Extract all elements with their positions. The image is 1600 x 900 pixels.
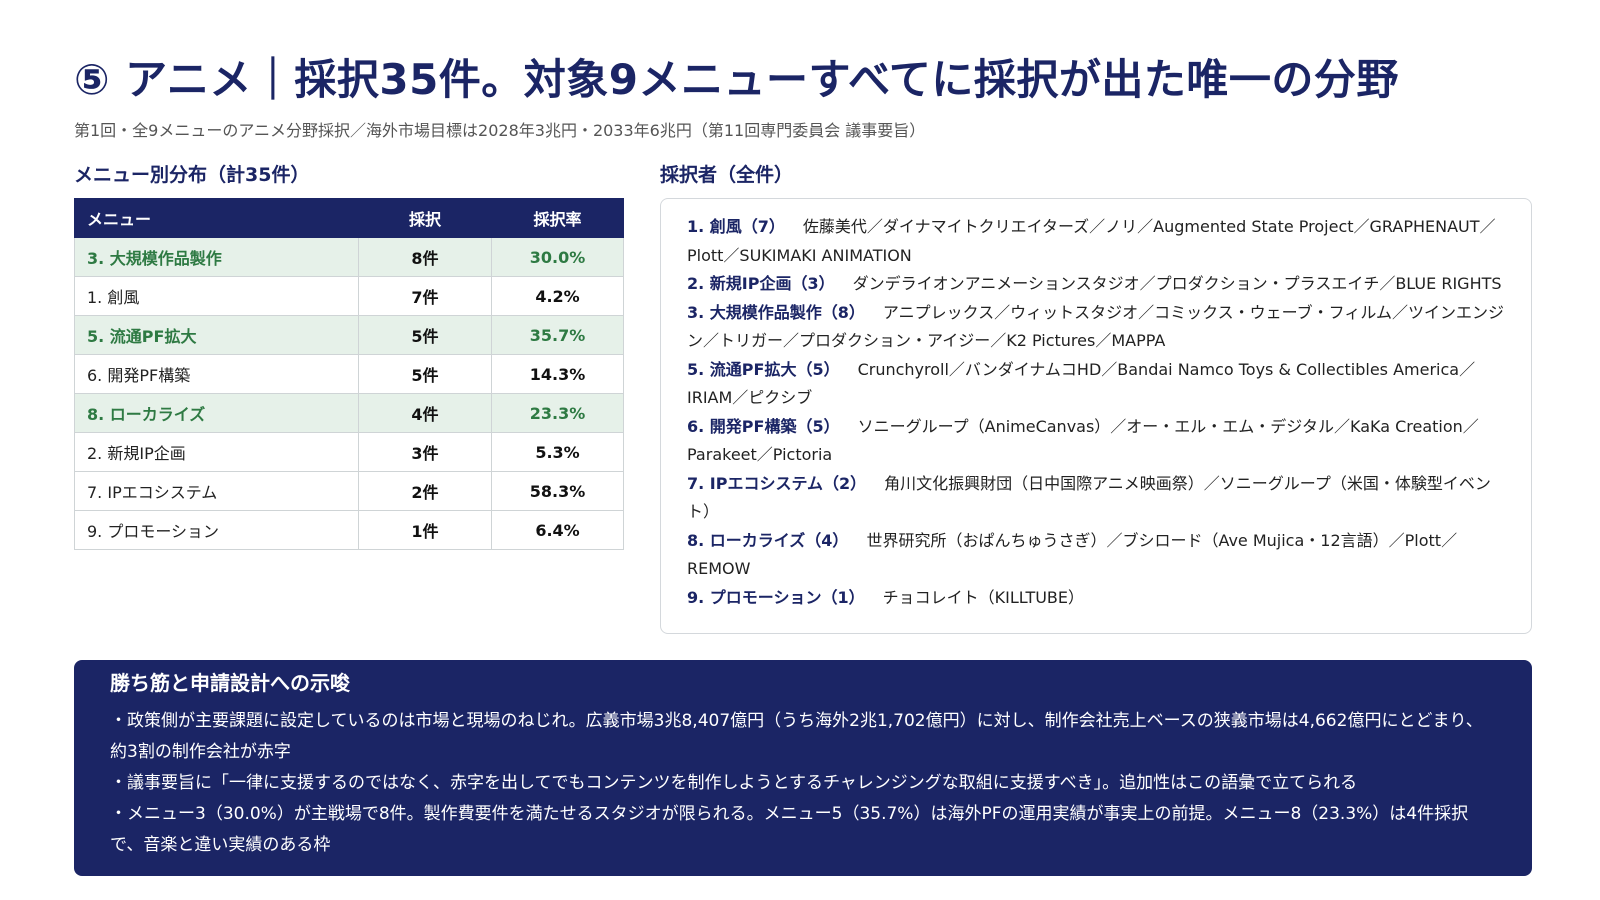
adopter-item: 7. IPエコシステム（2） 角川文化振興財団（日中国際アニメ映画祭）／ソニーグル… [687, 470, 1507, 527]
adopters-heading: 採択者（全件） [660, 164, 794, 186]
rate-cell: 4.2% [491, 276, 624, 316]
adopter-item: 8. ローカライズ（4） 世界研究所（おぱんちゅうさぎ）／ブシロード（Ave Mu… [687, 527, 1507, 584]
adopter-menu-label: 3. 大規模作品製作（8） [687, 302, 865, 322]
adopter-names: 角川文化振興財団（日中国際アニメ映画祭）／ソニーグループ（米国・体験型イベント） [687, 473, 1491, 522]
adopter-item: 3. 大規模作品製作（8） アニプレックス／ウィットスタジオ／コミックス・ウェーブ… [687, 299, 1507, 356]
adopter-item: 5. 流通PF拡大（5） Crunchyroll／バンダイナムコHD／Bandai… [687, 356, 1507, 413]
count-cell: 5件 [358, 315, 492, 355]
adopter-menu-label: 9. プロモーション（1） [687, 587, 865, 607]
rate-cell: 5.3% [491, 432, 624, 472]
count-cell: 7件 [358, 276, 492, 316]
adopter-item: 9. プロモーション（1） チョコレイト（KILLTUBE） [687, 584, 1507, 613]
table-row: 9. プロモーション 1件 6.4% [74, 510, 624, 550]
adopter-item: 2. 新規IP企画（3） ダンデライオンアニメーションスタジオ／プロダクション・プ… [687, 270, 1507, 299]
adopter-names: 佐藤美代／ダイナマイトクリエイターズ／ノリ／Augmented State Pr… [687, 217, 1496, 265]
table-row: 6. 開発PF構築 5件 14.3% [74, 354, 624, 394]
insight-heading: 勝ち筋と申請設計への示唆 [110, 671, 350, 695]
adopter-item: 6. 開発PF構築（5） ソニーグループ（AnimeCanvas）／オー・エル・エ… [687, 413, 1507, 470]
menu-cell: 9. プロモーション [74, 510, 359, 550]
adopter-item: 1. 創風（7） 佐藤美代／ダイナマイトクリエイターズ／ノリ／Augmented … [687, 213, 1507, 270]
count-cell: 2件 [358, 471, 492, 511]
adopter-menu-label: 2. 新規IP企画（3） [687, 274, 835, 293]
rate-cell: 23.3% [491, 393, 624, 433]
rate-cell: 58.3% [491, 471, 624, 511]
menu-cell: 7. IPエコシステム [74, 471, 359, 511]
adopter-menu-label: 1. 創風（7） [687, 217, 785, 236]
adopter-names: Crunchyroll／バンダイナムコHD／Bandai Namco Toys … [687, 359, 1476, 408]
page-subtitle: 第1回・全9メニューのアニメ分野採択／海外市場目標は2028年3兆円・2033年… [74, 121, 926, 140]
insight-point: ・政策側が主要課題に設定しているのは市場と現場のねじれ。広義市場3兆8,407億… [110, 711, 1483, 762]
count-cell: 5件 [358, 354, 492, 394]
rate-cell: 35.7% [491, 315, 624, 355]
count-cell: 8件 [358, 237, 492, 277]
menu-cell: 3. 大規模作品製作 [74, 237, 359, 277]
rate-cell: 14.3% [491, 354, 624, 394]
adopter-names: 世界研究所（おぱんちゅうさぎ）／ブシロード（Ave Mujica・12言語）／P… [687, 530, 1458, 579]
table-row: 8. ローカライズ 4件 23.3% [74, 393, 624, 433]
adopter-menu-label: 7. IPエコシステム（2） [687, 473, 867, 493]
table-row: 5. 流通PF拡大 5件 35.7% [74, 315, 624, 355]
adopter-menu-label: 5. 流通PF拡大（5） [687, 359, 840, 379]
adopter-names: チョコレイト（KILLTUBE） [882, 587, 1085, 607]
insight-point: ・議事要旨に「一律に支援するのではなく、赤字を出してでもコンテンツを制作しようと… [110, 773, 1358, 793]
menu-cell: 5. 流通PF拡大 [74, 315, 359, 355]
adopter-names: アニプレックス／ウィットスタジオ／コミックス・ウェーブ・フィルム／ツインエンジン… [687, 302, 1505, 351]
table-row: 7. IPエコシステム 2件 58.3% [74, 471, 624, 511]
menu-cell: 6. 開発PF構築 [74, 354, 359, 394]
table-header-row: メニュー 採択 採択率 [74, 198, 624, 238]
count-cell: 4件 [358, 393, 492, 433]
column-header-menu: メニュー [74, 198, 359, 238]
adopter-menu-label: 6. 開発PF構築（5） [687, 416, 840, 436]
adopter-names: ダンデライオンアニメーションスタジオ／プロダクション・プラスエイチ／BLUE R… [852, 274, 1502, 293]
adopter-menu-label: 8. ローカライズ（4） [687, 530, 849, 550]
count-cell: 1件 [358, 510, 492, 550]
menu-distribution-table: メニュー 採択 採択率 3. 大規模作品製作 8件 30.0% 1. 創風 7件 4.2%… [74, 198, 624, 550]
menu-cell: 2. 新規IP企画 [74, 432, 359, 472]
menu-cell: 8. ローカライズ [74, 393, 359, 433]
adopter-names: ソニーグループ（AnimeCanvas）／オー・エル・エム・デジタル／KaKa … [687, 416, 1479, 465]
page-title: ⑤ アニメ｜採択35件。対象9メニューすべてに採択が出た唯一の分野 [74, 55, 1399, 104]
adopters-list-box: 1. 創風（7） 佐藤美代／ダイナマイトクリエイターズ／ノリ／Augmented … [660, 198, 1532, 634]
insight-panel: 勝ち筋と申請設計への示唆 ・政策側が主要課題に設定しているのは市場と現場のねじれ… [74, 660, 1532, 876]
table-row: 2. 新規IP企画 3件 5.3% [74, 432, 624, 472]
insight-point: ・メニュー3（30.0%）が主戦場で8件。製作費要件を満たせるスタジオが限られる… [110, 804, 1469, 855]
menu-distribution-heading: メニュー別分布（計35件） [74, 164, 310, 186]
column-header-rate: 採択率 [491, 198, 624, 238]
count-cell: 3件 [358, 432, 492, 472]
column-header-count: 採択 [358, 198, 492, 238]
rate-cell: 6.4% [491, 510, 624, 550]
rate-cell: 30.0% [491, 237, 624, 277]
table-row: 1. 創風 7件 4.2% [74, 276, 624, 316]
table-row: 3. 大規模作品製作 8件 30.0% [74, 237, 624, 277]
menu-cell: 1. 創風 [74, 276, 359, 316]
